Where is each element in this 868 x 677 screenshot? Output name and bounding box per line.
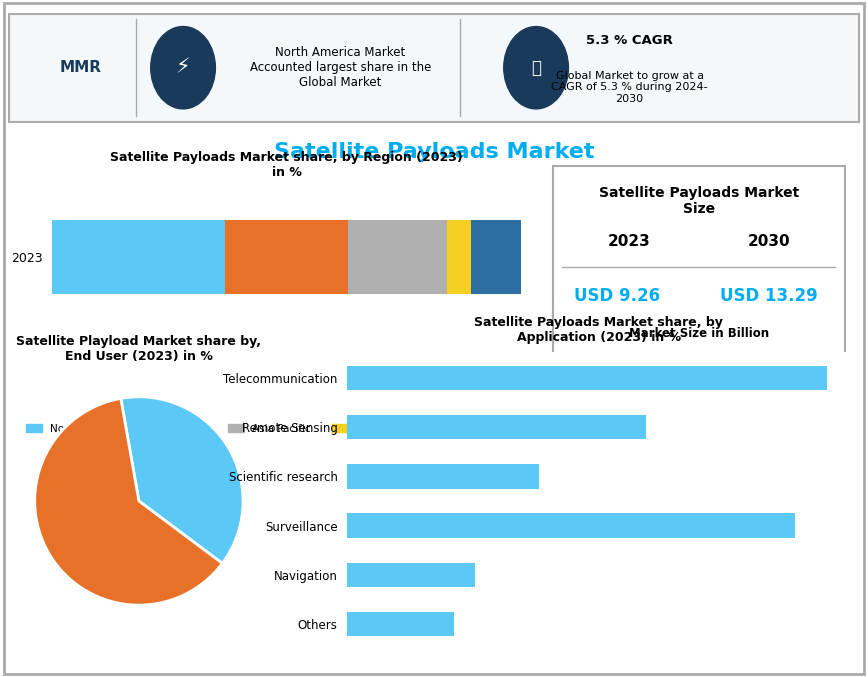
Bar [347, 415, 646, 439]
Legend: North America, Europe, Asia Pacific, MEA, South America: North America, Europe, Asia Pacific, MEA… [23, 420, 503, 438]
Text: 🔥: 🔥 [531, 59, 541, 77]
Text: 2030: 2030 [747, 234, 790, 248]
Title: Satellite Payloads Market share, by
Application (2023) in %: Satellite Payloads Market share, by Appl… [475, 316, 723, 344]
FancyBboxPatch shape [553, 167, 845, 355]
Text: Global Market to grow at a
CAGR of 5.3 % during 2024-
2030: Global Market to grow at a CAGR of 5.3 %… [551, 70, 708, 104]
Bar [347, 513, 795, 538]
Title: Satellite Payloads Market share, by Region (2023)
in %: Satellite Payloads Market share, by Regi… [110, 151, 463, 179]
Bar [471, 220, 521, 294]
Text: 2023: 2023 [608, 234, 650, 248]
Bar [52, 220, 225, 294]
Legend: Commercial, Military: Commercial, Military [472, 480, 575, 522]
Text: North America Market
Accounted largest share in the
Global Market: North America Market Accounted largest s… [250, 46, 431, 89]
Circle shape [503, 26, 569, 109]
Bar [447, 220, 471, 294]
Bar [347, 612, 454, 636]
Text: Satellite Payloads Market
Size: Satellite Payloads Market Size [599, 186, 799, 216]
Bar [347, 464, 539, 489]
FancyBboxPatch shape [9, 14, 859, 122]
Text: 5.3 % CAGR: 5.3 % CAGR [586, 34, 673, 47]
Bar [347, 563, 475, 587]
Text: USD 13.29: USD 13.29 [720, 287, 818, 305]
Bar [347, 366, 826, 390]
Text: MMR: MMR [60, 60, 102, 75]
Wedge shape [35, 398, 222, 605]
Bar [225, 220, 348, 294]
Text: ⚡: ⚡ [175, 58, 190, 78]
Text: USD 9.26: USD 9.26 [574, 287, 660, 305]
Text: Satellite Payloads Market: Satellite Payloads Market [273, 142, 595, 162]
Wedge shape [121, 397, 243, 563]
Title: Satellite Playload Market share by,
End User (2023) in %: Satellite Playload Market share by, End … [16, 334, 261, 363]
Bar [348, 220, 447, 294]
Text: Market Size in Billion: Market Size in Billion [628, 327, 769, 340]
Circle shape [151, 26, 215, 109]
